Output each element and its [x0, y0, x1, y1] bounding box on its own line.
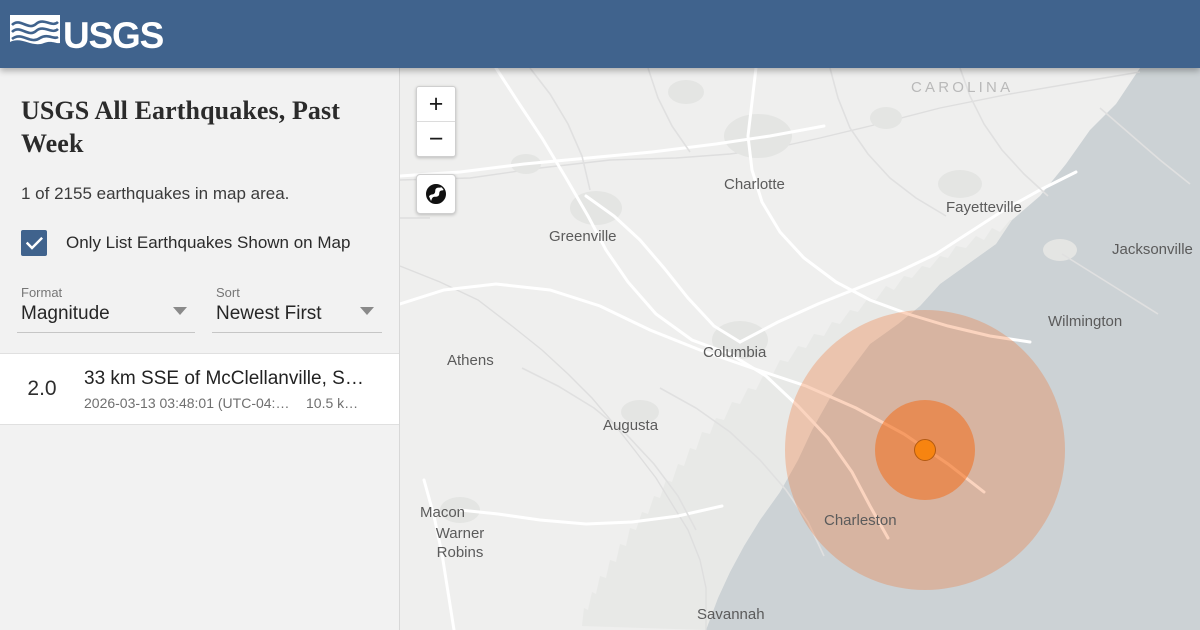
only-list-shown-on-map-row[interactable]: Only List Earthquakes Shown on Map: [21, 230, 399, 256]
earthquake-details: 33 km SSE of McClellanville, S… 2026-03-…: [84, 367, 399, 411]
usgs-logo[interactable]: USGS: [10, 15, 164, 56]
list-item[interactable]: 2.0 33 km SSE of McClellanville, S… 2026…: [0, 353, 399, 425]
sort-select-label: Sort: [216, 285, 240, 300]
sort-select[interactable]: Sort Newest First: [212, 285, 382, 333]
earthquake-time: 2026-03-13 03:48:01 (UTC-04:…: [84, 395, 290, 411]
basemap-button[interactable]: [416, 174, 456, 214]
format-select-value: Magnitude: [21, 303, 110, 324]
check-icon: [25, 236, 43, 250]
earthquake-depth: 10.5 k…: [306, 395, 359, 411]
earthquake-magnitude: 2.0: [27, 377, 57, 400]
usgs-logo-text: USGS: [63, 15, 164, 56]
earthquake-epicenter-marker[interactable]: [914, 439, 936, 461]
chevron-down-icon: [173, 307, 187, 315]
zoom-in-button[interactable]: +: [417, 87, 455, 122]
earthquake-count-text: 1 of 2155 earthquakes in map area.: [21, 184, 290, 203]
only-list-shown-on-map-checkbox[interactable]: [21, 230, 47, 256]
earthquake-meta: 2026-03-13 03:48:01 (UTC-04:… 10.5 k…: [84, 395, 393, 411]
chevron-down-icon: [360, 307, 374, 315]
format-select[interactable]: Format Magnitude: [17, 285, 195, 333]
list-options: Format Magnitude Sort Newest First: [0, 285, 399, 333]
sort-select-value: Newest First: [216, 303, 322, 324]
zoom-controls: + −: [416, 86, 456, 157]
globe-icon: [425, 183, 447, 205]
site-header: USGS: [0, 0, 1200, 68]
zoom-out-button[interactable]: −: [428, 124, 444, 153]
basemap-tiles: [400, 68, 1200, 630]
page-title: USGS All Earthquakes, Past Week: [21, 96, 341, 158]
only-list-shown-on-map-label: Only List Earthquakes Shown on Map: [66, 233, 351, 252]
sidebar: USGS All Earthquakes, Past Week 1 of 215…: [0, 68, 400, 630]
earthquake-place: 33 km SSE of McClellanville, S…: [84, 368, 364, 389]
earthquake-list: 2.0 33 km SSE of McClellanville, S… 2026…: [0, 353, 399, 425]
format-select-label: Format: [21, 285, 63, 300]
map-canvas[interactable]: CAROLINA Charlotte Fayetteville Jacksonv…: [400, 68, 1200, 630]
usgs-wave-logo-icon: [10, 15, 60, 53]
